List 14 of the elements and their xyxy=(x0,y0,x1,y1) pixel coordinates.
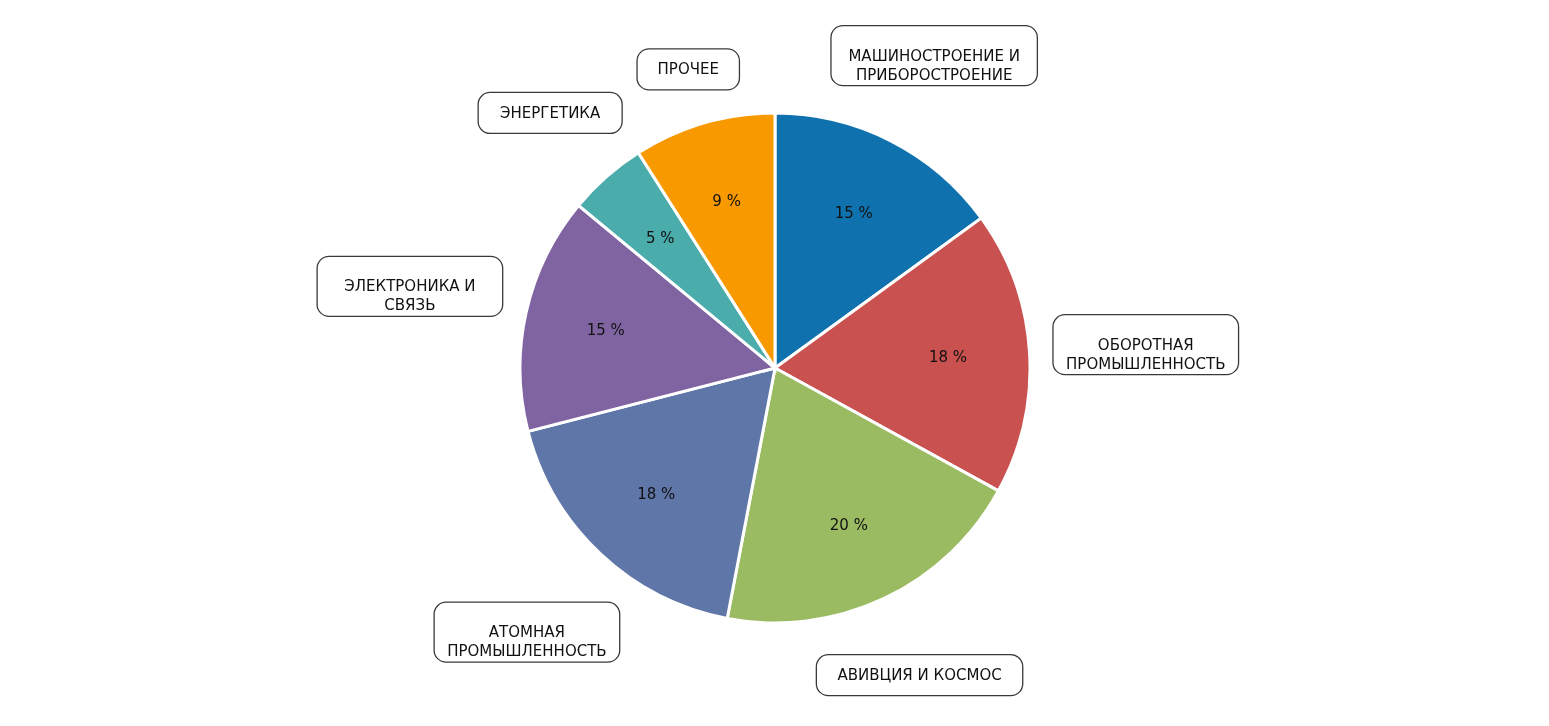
slice-label: АТОМНАЯ ПРОМЫШЛЕННОСТЬ xyxy=(447,623,607,661)
data-label: 15 % xyxy=(834,204,873,223)
data-label: 18 % xyxy=(637,485,676,504)
slice-label: ПРОЧЕЕ xyxy=(657,60,719,79)
slice-label: ЭНЕРГЕТИКА xyxy=(500,103,601,122)
data-label: 20 % xyxy=(829,515,868,534)
slice-label: ЭЛЕКТРОНИКА И СВЯЗЬ xyxy=(344,277,476,315)
data-label: 9 % xyxy=(712,192,741,211)
data-label: 18 % xyxy=(929,348,968,367)
slice-label: АВИВЦИЯ И КОСМОС xyxy=(837,666,1002,685)
slice-label: ОБОРОТНАЯ ПРОМЫШЛЕННОСТЬ xyxy=(1066,335,1226,373)
slice-label: МАШИНОСТРОЕНИЕ И ПРИБОРОСТРОЕНИЕ xyxy=(848,46,1020,84)
data-label: 15 % xyxy=(586,321,625,340)
data-label: 5 % xyxy=(646,228,675,247)
